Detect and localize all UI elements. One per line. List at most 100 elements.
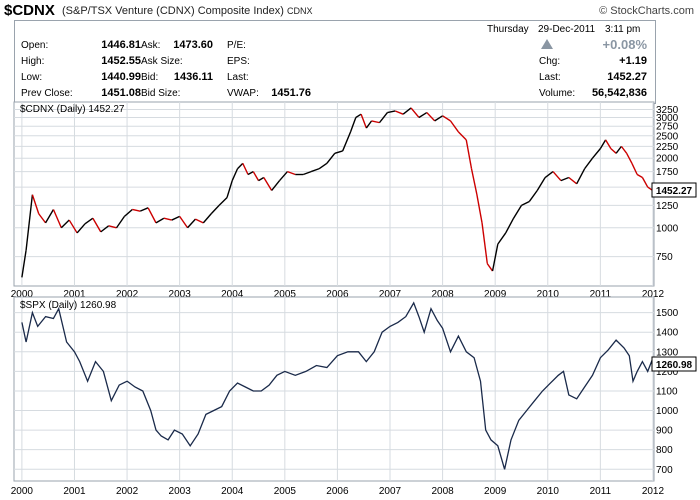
cdnx-price-segment <box>310 168 320 173</box>
prev-close-value: 1451.08 <box>101 87 141 99</box>
ask-label: Ask: <box>141 40 161 51</box>
cdnx-price-segment <box>615 145 622 154</box>
cdnx-x-tick-label: 2004 <box>221 289 244 300</box>
spx-y-tick-label: 1500 <box>656 308 679 319</box>
cdnx-x-tick-label: 2001 <box>63 289 86 300</box>
cdnx-price-segment <box>92 217 102 233</box>
cdnx-price-segment <box>395 110 404 115</box>
cdnx-price-segment <box>342 131 352 152</box>
spx-y-axis: 700 800 900 1000 1100 1200 1300 1400 1500 <box>656 308 679 476</box>
cdnx-price-segment <box>470 168 478 195</box>
cdnx-price-segment <box>287 170 296 176</box>
spx-x-tick-label: 2004 <box>221 486 244 497</box>
cdnx-price-segment <box>387 110 396 114</box>
cdnx-x-tick-label: 2011 <box>590 289 612 300</box>
cdnx-price-segment <box>108 225 117 229</box>
cdnx-price-segment <box>68 219 78 234</box>
cdnx-price-segment <box>605 139 612 149</box>
spx-y-tick-label: 900 <box>656 426 673 437</box>
open-label: Open: <box>21 40 49 51</box>
cdnx-y-tick-label: 750 <box>656 252 673 263</box>
cdnx-x-tick-label: 2012 <box>642 289 665 300</box>
exchange-name: CDNX <box>286 6 313 16</box>
pct-change-value: +0.08% <box>602 37 647 52</box>
cdnx-price-segment <box>115 216 126 229</box>
spx-x-tick-label: 2003 <box>169 486 192 497</box>
stockcharts-watermark[interactable]: © StockCharts.com <box>599 5 694 17</box>
cdnx-price-segment <box>491 243 499 272</box>
cdnx-price-segment <box>560 176 570 182</box>
cdnx-y-tick-label: 3000 <box>656 113 679 124</box>
ticker-symbol: $CDNX <box>4 2 55 19</box>
cdnx-x-tick-label: 2005 <box>274 289 297 300</box>
cdnx-price-segment <box>418 111 428 119</box>
cdnx-gridlines <box>14 102 654 286</box>
last-label-mid: Last: <box>227 72 249 83</box>
cdnx-price-segment <box>576 168 586 185</box>
volume-value: 56,542,836 <box>591 87 647 99</box>
spx-price-series <box>21 301 654 470</box>
cdnx-price-segment <box>620 145 628 154</box>
cdnx-price-segment <box>247 170 254 176</box>
ask-value: 1473.60 <box>173 39 213 51</box>
cdnx-price-segment <box>76 223 86 234</box>
spx-last-value-box <box>651 356 697 372</box>
cdnx-price-segment <box>552 171 562 182</box>
cdnx-x-tick-label: 2003 <box>169 289 192 300</box>
cdnx-price-segment <box>326 152 336 164</box>
cdnx-price-segment <box>302 170 312 176</box>
cdnx-price-segment <box>434 115 443 122</box>
spx-x-tick-label: 2002 <box>116 486 139 497</box>
ask-size-label: Ask Size: <box>141 56 183 67</box>
cdnx-y-tick-label: 1250 <box>656 201 679 212</box>
low-value: 1440.99 <box>101 71 141 83</box>
cdnx-price-segment <box>584 157 594 170</box>
cdnx-price-segment <box>481 222 488 264</box>
cdnx-price-segment <box>52 209 62 229</box>
spx-plot-area <box>13 296 655 482</box>
cdnx-x-axis: 2000 2001 2002 2003 2004 2005 2006 2007 2008 2009… <box>11 289 665 300</box>
cdnx-price-segment <box>147 207 157 224</box>
cdnx-plot-area <box>13 101 655 287</box>
cdnx-price-segment <box>426 112 436 122</box>
chg-label: Chg: <box>539 56 561 67</box>
cdnx-price-segment <box>591 148 601 159</box>
cdnx-y-tick-label: 2750 <box>656 122 679 133</box>
vwap-value: 1451.76 <box>271 87 311 99</box>
last-label: Last: <box>539 72 561 83</box>
cdnx-price-segment <box>252 171 260 181</box>
cdnx-price-segment <box>334 150 343 154</box>
cdnx-price-segment <box>626 152 633 164</box>
cdnx-y-tick-label: 2000 <box>656 154 679 165</box>
cdnx-chart-title: $CDNX (Daily) 1452.27 <box>20 104 125 115</box>
cdnx-price-segment <box>505 217 515 234</box>
cdnx-price-segment <box>442 115 451 122</box>
cdnx-price-segment <box>179 216 189 229</box>
cdnx-price-segment <box>60 219 70 229</box>
cdnx-y-tick-label: 2250 <box>656 142 679 153</box>
eps-label: EPS: <box>227 56 250 67</box>
cdnx-price-segment <box>123 208 133 217</box>
cdnx-y-tick-label: 1000 <box>656 223 679 234</box>
spx-y-tick-label: 1100 <box>656 386 678 397</box>
cdnx-price-segment <box>242 163 249 175</box>
cdnx-price-segment <box>31 194 40 214</box>
cdnx-chart-panel: 7501000125015001750200022502500275030003… <box>13 101 697 287</box>
cdnx-price-segment <box>271 180 281 191</box>
cdnx-price-segment <box>263 177 273 191</box>
cdnx-price-segment <box>410 107 420 118</box>
spx-price-line <box>21 301 654 470</box>
cdnx-price-segment <box>486 263 494 272</box>
last-value: 1452.27 <box>607 71 647 83</box>
cdnx-price-segment <box>449 120 459 133</box>
cdnx-y-tick-label: 1750 <box>656 167 679 178</box>
cdnx-price-segment <box>371 120 380 124</box>
spx-y-tick-label: 700 <box>656 465 673 476</box>
spx-x-tick-label: 2012 <box>642 486 665 497</box>
cdnx-x-tick-label: 2009 <box>484 289 507 300</box>
bid-size-label: Bid Size: <box>141 88 181 99</box>
high-value: 1452.55 <box>101 55 141 67</box>
spx-x-tick-label: 2001 <box>63 486 86 497</box>
cdnx-price-segment <box>568 176 578 185</box>
spx-x-tick-label: 2011 <box>590 486 612 497</box>
